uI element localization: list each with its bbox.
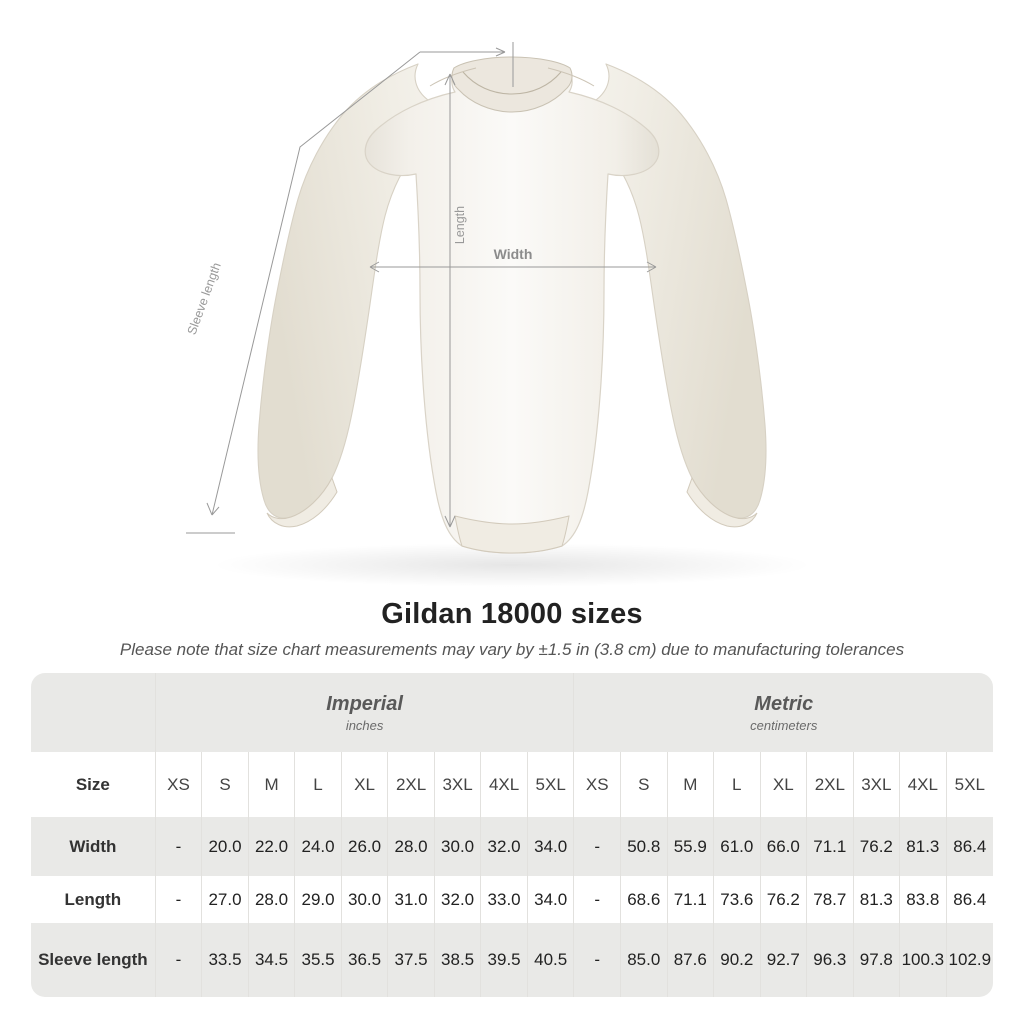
svg-text:Sleeve length: Sleeve length xyxy=(185,261,224,337)
svg-text:Length: Length xyxy=(453,206,467,244)
svg-text:Width: Width xyxy=(494,246,533,262)
